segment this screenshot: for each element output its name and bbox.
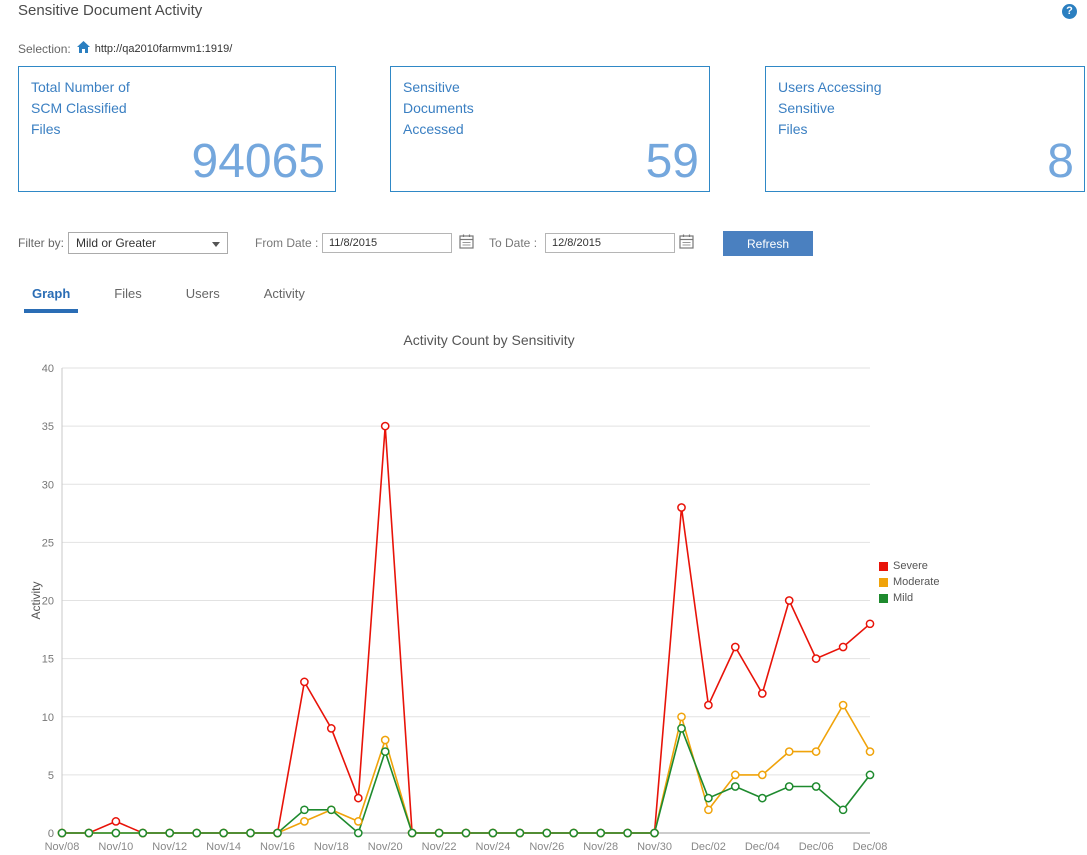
card-label-line: Sensitive [403,79,460,95]
card-value: 94065 [191,135,325,188]
svg-text:Nov/12: Nov/12 [152,841,187,853]
help-icon[interactable]: ? [1062,4,1077,19]
card-label: Total Number of SCM Classified Files [31,77,130,140]
filter-row: Filter by: Mild or Greater From Date : T… [0,230,1087,256]
legend-label: Severe [893,560,928,572]
card-users-accessing-sensitive-files: Users Accessing Sensitive Files 8 [765,66,1085,192]
svg-text:40: 40 [42,363,54,375]
selection-url[interactable]: http://qa2010farmvm1:1919/ [94,43,233,55]
legend-item: Severe [879,560,939,572]
svg-text:Nov/18: Nov/18 [314,841,349,853]
calendar-icon[interactable] [679,234,694,254]
to-date-input[interactable] [545,233,675,253]
svg-text:Nov/20: Nov/20 [368,841,403,853]
svg-text:Nov/08: Nov/08 [45,841,80,853]
tab-users[interactable]: Users [185,286,220,301]
svg-text:Nov/16: Nov/16 [260,841,295,853]
chart-title: Activity Count by Sensitivity [403,332,575,348]
selection-label: Selection: [18,42,71,56]
severity-filter-value: Mild or Greater [76,236,157,250]
from-date-input[interactable] [322,233,452,253]
card-total-classified-files: Total Number of SCM Classified Files 940… [18,66,336,192]
svg-text:35: 35 [42,421,54,433]
card-label-line: Users Accessing [778,79,882,95]
from-date-label: From Date : [255,236,319,250]
card-label-line: Documents [403,100,474,116]
page-title: Sensitive Document Activity [18,2,203,19]
card-label-line: Files [778,121,808,137]
legend-swatch [879,577,888,587]
legend-item: Mild [879,592,939,604]
svg-text:Nov/24: Nov/24 [476,841,511,853]
card-label-line: Accessed [403,121,464,137]
legend-label: Moderate [893,576,940,588]
svg-text:0: 0 [48,828,54,840]
svg-text:Nov/22: Nov/22 [422,841,457,853]
svg-text:Activity: Activity [29,581,43,619]
svg-text:Nov/14: Nov/14 [206,841,241,853]
card-label-line: SCM Classified [31,100,127,116]
card-label-line: Total Number of [31,79,130,95]
svg-text:25: 25 [42,537,54,549]
svg-text:15: 15 [42,654,54,666]
chart-legend: Severe Moderate Mild [879,560,939,608]
legend-swatch [879,561,888,571]
legend-swatch [879,593,888,603]
calendar-icon[interactable] [459,234,474,254]
svg-text:Nov/28: Nov/28 [583,841,618,853]
svg-text:30: 30 [42,479,54,491]
card-label-line: Sensitive [778,100,835,116]
svg-text:Nov/26: Nov/26 [529,841,564,853]
filter-by-label: Filter by: [18,236,65,250]
home-icon[interactable] [76,40,90,58]
svg-text:Dec/06: Dec/06 [799,841,834,853]
tab-activity[interactable]: Activity [263,286,305,301]
card-value: 59 [645,135,699,188]
refresh-button[interactable]: Refresh [723,231,813,256]
svg-text:Dec/04: Dec/04 [745,841,780,853]
activity-line-chart: 0 5 10 15 20 25 30 35 40 Nov/08 Nov/10 Nov/12 Nov/14… [29,363,888,853]
tab-files[interactable]: Files [114,286,142,301]
severity-filter-dropdown[interactable]: Mild or Greater [68,232,228,254]
svg-text:5: 5 [48,770,54,782]
svg-text:20: 20 [42,596,54,608]
tab-bar: Graph Files Users Activity [24,284,313,313]
card-label: Sensitive Documents Accessed [403,77,474,140]
svg-text:Nov/30: Nov/30 [637,841,672,853]
card-value: 8 [1047,135,1074,188]
card-sensitive-documents-accessed: Sensitive Documents Accessed 59 [390,66,710,192]
selection-row: Selection: http://qa2010farmvm1:1919/ [18,41,232,57]
tab-graph[interactable]: Graph [24,284,79,313]
svg-text:Nov/10: Nov/10 [98,841,133,853]
legend-label: Mild [893,592,914,604]
svg-text:10: 10 [42,712,54,724]
card-label-line: Files [31,121,61,137]
to-date-label: To Date : [489,236,538,250]
chevron-down-icon [212,242,220,247]
card-label: Users Accessing Sensitive Files [778,77,881,140]
svg-text:Dec/02: Dec/02 [691,841,726,853]
legend-item: Moderate [879,576,939,588]
svg-text:Dec/08: Dec/08 [853,841,888,853]
